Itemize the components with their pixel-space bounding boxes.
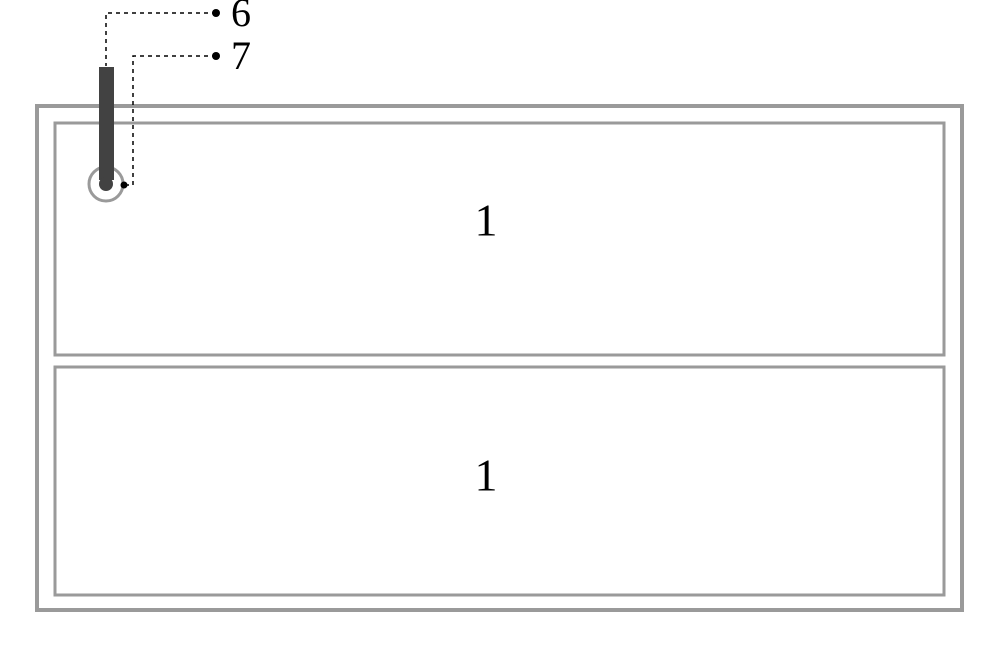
probe-tip	[99, 177, 113, 191]
section-label-2: 1	[475, 450, 498, 501]
callout-label-6: 6	[231, 0, 251, 35]
callout-start-dot-7	[212, 52, 220, 60]
section-label-1: 1	[475, 195, 498, 246]
callout-end-dot-7	[121, 182, 128, 189]
inner-panel-2	[55, 367, 944, 595]
callout-start-dot-6	[212, 9, 220, 17]
probe-stem	[99, 67, 114, 180]
inner-panel-1	[55, 123, 944, 355]
callout-label-7: 7	[231, 33, 251, 78]
technical-diagram: 67 1 1	[0, 0, 1000, 648]
